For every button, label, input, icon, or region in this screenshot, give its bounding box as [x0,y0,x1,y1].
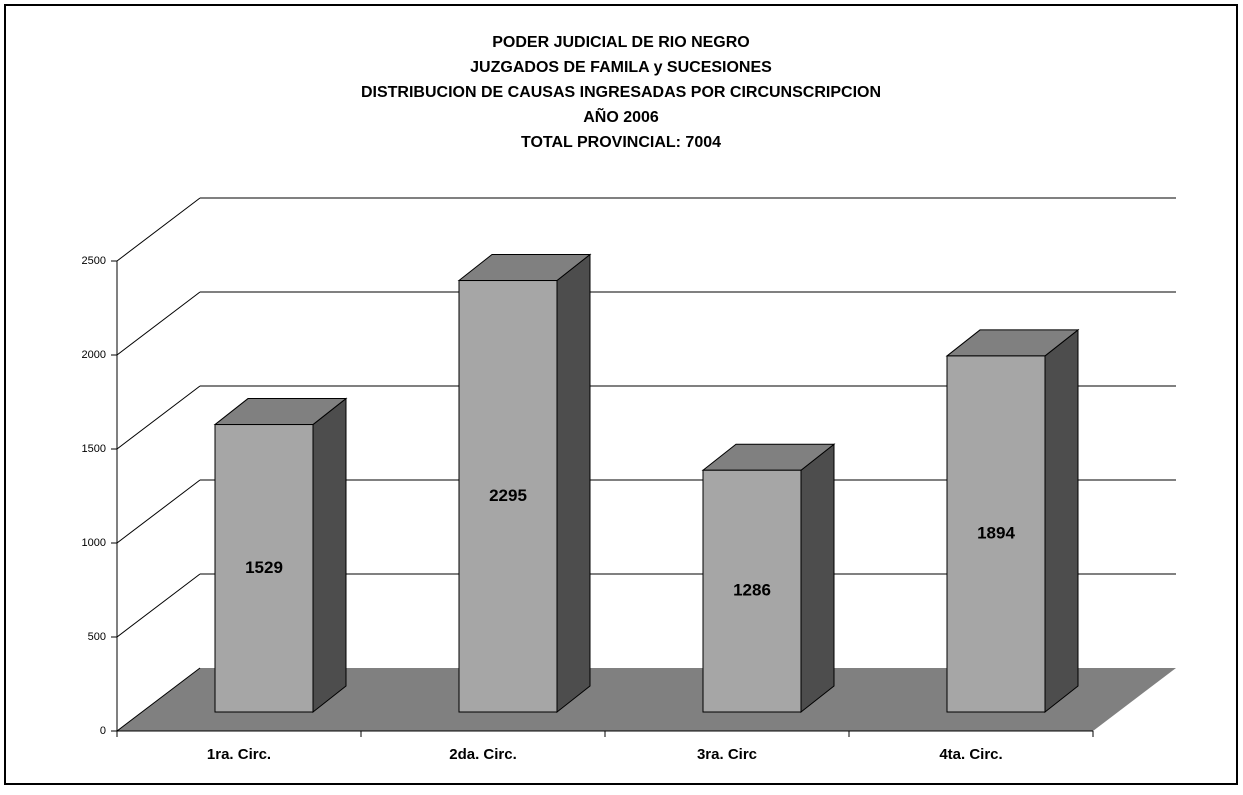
wall-grid-line [116,667,201,732]
y-tick-label: 2500 [82,255,106,267]
y-tick-label: 1500 [82,443,106,455]
wall-grid-line [116,291,201,356]
y-tick-label: 1000 [82,537,106,549]
bar-side [800,443,835,714]
bar-side [556,253,591,714]
bar-side [312,397,347,714]
data-label: 1894 [977,523,1015,542]
bar [458,280,558,713]
data-label: 2295 [489,486,527,505]
bar-side [1044,328,1079,714]
y-tick-label: 2000 [82,349,106,361]
floor [117,668,1176,731]
x-tick-label: 3ra. Circ [697,746,757,763]
chart-title: JUZGADOS DE FAMILA y SUCESIONES [470,59,772,76]
bar [946,355,1046,713]
wall-grid-line [116,197,201,262]
x-tick-label: 1ra. Circ. [207,746,271,763]
wall-grid-line [116,385,201,450]
bar [702,469,802,713]
bar [214,424,314,713]
chart-title: TOTAL PROVINCIAL: 7004 [521,134,721,151]
chart-title: DISTRIBUCION DE CAUSAS INGRESADAS POR CI… [361,84,881,101]
wall-grid-line [116,479,201,544]
wall-grid-line [116,573,201,638]
chart-title: PODER JUDICIAL DE RIO NEGRO [492,34,750,51]
chart-title: AÑO 2006 [583,106,659,126]
data-label: 1529 [245,558,283,577]
y-tick-label: 0 [100,725,106,737]
y-tick-label: 500 [88,631,106,643]
x-tick-label: 4ta. Circ. [939,746,1002,763]
data-label: 1286 [733,581,771,600]
x-tick-label: 2da. Circ. [449,746,517,763]
